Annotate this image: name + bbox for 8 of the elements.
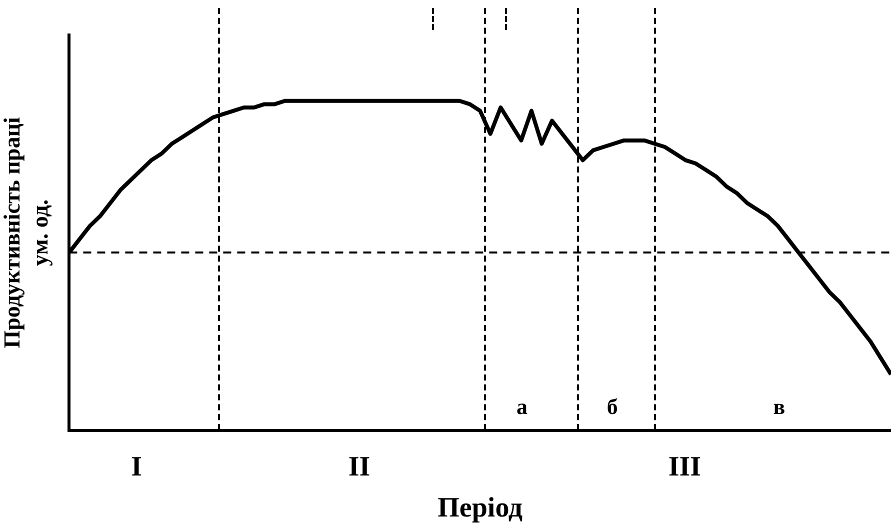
- text: II: [348, 452, 370, 483]
- x-axis-title: Період: [438, 492, 523, 524]
- text: I: [131, 452, 142, 483]
- annotation: а: [516, 394, 528, 420]
- text: III: [668, 452, 702, 483]
- y-axis-title: Продуктивність праці ум. од.: [0, 116, 52, 348]
- annotation: б: [606, 394, 618, 420]
- annotation: в: [773, 394, 786, 420]
